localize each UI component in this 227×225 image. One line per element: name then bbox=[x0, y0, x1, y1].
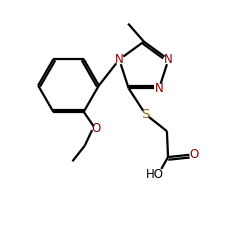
Text: N: N bbox=[155, 82, 163, 95]
Text: N: N bbox=[164, 53, 173, 66]
Text: O: O bbox=[189, 148, 199, 161]
Text: N: N bbox=[115, 53, 124, 66]
Text: S: S bbox=[141, 108, 150, 121]
Text: O: O bbox=[91, 122, 100, 135]
Text: HO: HO bbox=[146, 168, 163, 181]
